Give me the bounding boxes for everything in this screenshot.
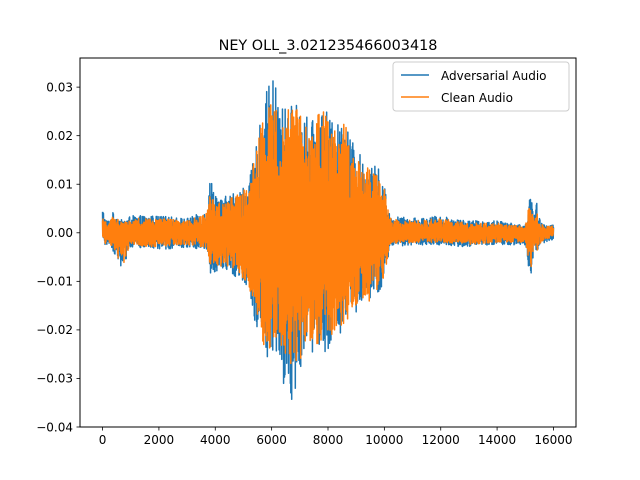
x-tick-label: 2000 <box>144 433 175 447</box>
legend-label-adversarial: Adversarial Audio <box>441 69 547 83</box>
legend-label-clean: Clean Audio <box>441 91 513 105</box>
chart-title: NEY OLL_3.021235466003418 <box>219 38 438 54</box>
x-tick-label: 4000 <box>200 433 231 447</box>
y-tick-label: 0.02 <box>46 129 73 143</box>
y-tick-label: 0.00 <box>46 226 73 240</box>
y-tick-label: 0.03 <box>46 80 73 94</box>
y-tick-label: −0.04 <box>36 420 73 434</box>
y-tick-label: −0.02 <box>36 323 73 337</box>
x-tick-label: 0 <box>99 433 107 447</box>
x-tick-label: 10000 <box>365 433 403 447</box>
y-tick-label: −0.01 <box>36 275 73 289</box>
x-tick-label: 6000 <box>256 433 287 447</box>
x-tick-label: 14000 <box>478 433 516 447</box>
series-line-clean <box>101 104 555 365</box>
series-layer <box>101 80 555 400</box>
y-tick-label: −0.03 <box>36 372 73 386</box>
x-tick-label: 12000 <box>422 433 460 447</box>
x-tick-label: 16000 <box>534 433 572 447</box>
legend-box <box>392 61 570 112</box>
legend: Adversarial Audio Clean Audio <box>392 61 570 112</box>
y-axis: −0.04 −0.03 −0.02 −0.01 0.00 0.01 0.02 0.03 <box>36 80 80 434</box>
x-tick-label: 8000 <box>313 433 344 447</box>
y-tick-label: 0.01 <box>46 178 73 192</box>
x-axis: 0 2000 4000 6000 8000 10000 12000 14000 16000 <box>99 427 573 447</box>
